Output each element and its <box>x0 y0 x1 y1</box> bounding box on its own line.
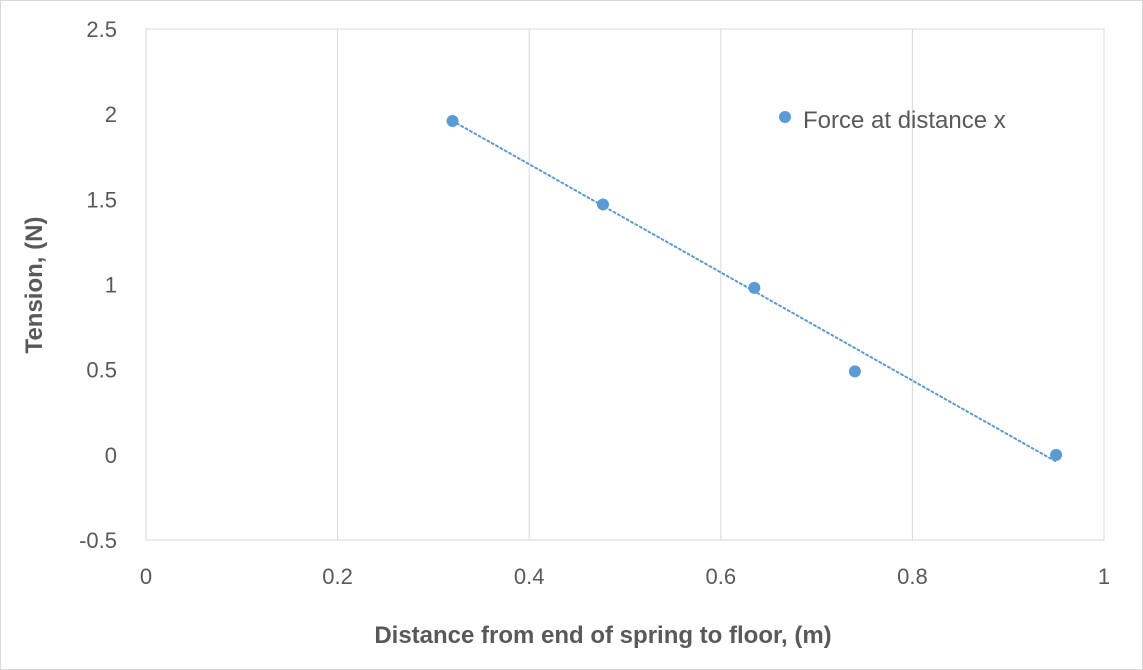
y-tick-label: 1.5 <box>86 187 117 212</box>
y-tick-label: 2.5 <box>86 17 117 42</box>
y-tick-label: 1 <box>105 273 117 298</box>
data-points <box>446 114 1063 461</box>
data-point <box>1050 448 1063 461</box>
y-tick-label: -0.5 <box>79 528 117 553</box>
x-tick-label: 0.4 <box>514 564 545 589</box>
y-axis-title: Tension, (N) <box>21 217 48 354</box>
data-point <box>748 281 761 294</box>
plot-area <box>145 28 1105 541</box>
grid-lines <box>337 29 913 540</box>
legend-marker <box>779 111 791 123</box>
y-tick-labels: -0.5 0 0.5 1 1.5 2 2.5 <box>79 17 117 553</box>
y-tick-label: 0 <box>105 443 117 468</box>
x-axis-title: Distance from end of spring to floor, (m… <box>374 622 831 649</box>
data-point <box>446 114 459 127</box>
y-tick-label: 0.5 <box>86 358 117 383</box>
x-tick-label: 0 <box>140 564 152 589</box>
data-point <box>848 365 861 378</box>
legend-label: Force at distance x <box>803 107 1006 134</box>
plot-border <box>145 28 1105 541</box>
data-point <box>596 198 609 211</box>
y-tick-label: 2 <box>105 102 117 127</box>
x-tick-label: 0.6 <box>706 564 737 589</box>
legend: Force at distance x <box>779 107 1006 134</box>
x-tick-label: 0.8 <box>897 564 928 589</box>
x-tick-labels: 0 0.2 0.4 0.6 0.8 1 <box>140 564 1110 589</box>
x-tick-label: 0.2 <box>322 564 353 589</box>
x-tick-label: 1 <box>1098 564 1110 589</box>
